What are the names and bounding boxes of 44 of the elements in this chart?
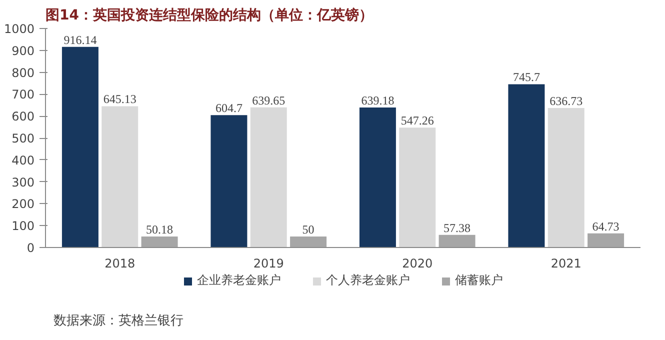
legend-label: 个人养老金账户 bbox=[326, 272, 410, 289]
bar bbox=[141, 236, 178, 248]
y-tick-label: 700 bbox=[12, 88, 34, 102]
y-tick-label: 100 bbox=[12, 219, 34, 234]
y-tick-label: 500 bbox=[12, 132, 34, 146]
bar bbox=[210, 115, 248, 248]
y-tick-label: 600 bbox=[12, 110, 34, 124]
bar bbox=[438, 234, 476, 248]
legend-label: 企业养老金账户 bbox=[197, 272, 281, 289]
x-tick-label: 2018 bbox=[104, 256, 136, 270]
legend-label: 储蓄账户 bbox=[455, 272, 503, 289]
bar bbox=[102, 106, 138, 248]
data-label: 547.26 bbox=[400, 114, 434, 128]
data-label: 50.18 bbox=[146, 222, 174, 237]
data-label: 50 bbox=[302, 222, 314, 237]
data-label: 645.13 bbox=[103, 92, 136, 106]
bar bbox=[548, 108, 584, 248]
data-label: 57.38 bbox=[444, 220, 471, 235]
data-label: 604.7 bbox=[215, 101, 242, 116]
data-label: 636.73 bbox=[550, 94, 583, 108]
data-label: 916.14 bbox=[64, 32, 97, 47]
data-label: 745.7 bbox=[512, 70, 540, 84]
source-note: 数据来源：英格兰银行 bbox=[54, 314, 184, 328]
bar bbox=[508, 84, 545, 248]
y-tick-label: 300 bbox=[12, 175, 34, 190]
data-label: 639.18 bbox=[361, 94, 394, 108]
y-tick-label: 0 bbox=[26, 241, 35, 255]
chart-title: 图14：英国投资连结型保险的结构（单位：亿英镑） bbox=[46, 6, 373, 24]
x-tick-label: 2020 bbox=[402, 256, 433, 270]
x-tick-label: 2019 bbox=[253, 256, 284, 270]
x-tick-label: 2021 bbox=[550, 256, 582, 270]
bar bbox=[359, 108, 396, 248]
bar bbox=[588, 233, 624, 248]
y-tick-label: 400 bbox=[12, 153, 34, 168]
bar bbox=[62, 46, 98, 248]
data-label: 64.73 bbox=[592, 219, 620, 234]
bar bbox=[399, 128, 436, 248]
y-tick-label: 200 bbox=[12, 197, 34, 212]
bar bbox=[250, 107, 287, 248]
y-tick-label: 800 bbox=[12, 66, 34, 80]
data-label: 639.65 bbox=[252, 93, 286, 108]
y-tick-label: 900 bbox=[12, 44, 34, 58]
y-tick-label: 1000 bbox=[4, 22, 35, 36]
bar bbox=[290, 236, 327, 248]
